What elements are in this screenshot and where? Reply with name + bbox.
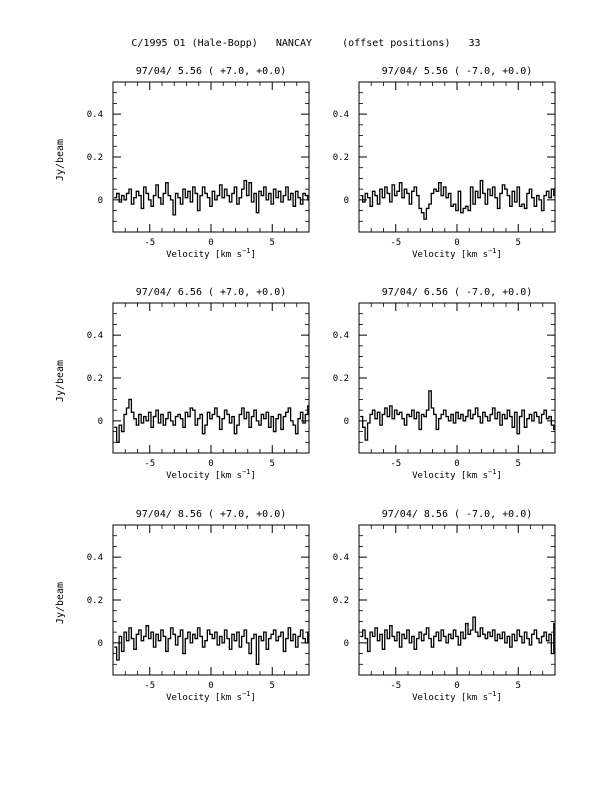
x-axis-label: Velocity [km s−1] (166, 690, 256, 703)
x-tick-label: -5 (390, 681, 401, 691)
x-axis-label: Velocity [km s−1] (412, 247, 502, 260)
y-tick-label: 0.4 (333, 331, 349, 341)
panel-1: -5 0 5 0 0.2 0.4 97/04/ 5.56 ( +7.0, +0.0) Velo… (55, 66, 310, 260)
panel-title: 97/04/ 6.56 ( -7.0, +0.0) (382, 287, 533, 298)
plot-frame (112, 302, 310, 454)
panel-2: -5 0 5 0 0.2 0.4 97/04/ 5.56 ( -7.0, +0.0) Velo… (333, 66, 556, 260)
x-tick-label: 5 (270, 681, 275, 691)
x-axis-label: Velocity [km s−1] (412, 690, 502, 703)
y-tick-label: 0 (344, 417, 349, 427)
panel-4: -5 0 5 0 0.2 0.4 97/04/ 6.56 ( -7.0, +0.0) Velo… (333, 287, 556, 481)
y-tick-label: 0 (98, 417, 103, 427)
y-tick-label: 0 (344, 639, 349, 649)
x-tick-label: -5 (390, 459, 401, 469)
panel-5: -5 0 5 0 0.2 0.4 97/04/ 8.56 ( +7.0, +0.0) Velo… (55, 509, 310, 703)
panel-title: 97/04/ 5.56 ( -7.0, +0.0) (382, 66, 533, 77)
y-tick-label: 0.4 (333, 553, 349, 563)
y-tick-label: 0.2 (87, 374, 103, 384)
plot-frame (358, 302, 556, 454)
y-tick-label: 0.4 (333, 110, 349, 120)
y-axis-label: Jy/beam (55, 582, 66, 624)
panel-title: 97/04/ 8.56 ( +7.0, +0.0) (136, 509, 287, 520)
spectrum-line (360, 390, 555, 441)
x-tick-label: -5 (144, 238, 155, 248)
plot-frame (112, 524, 310, 676)
x-tick-label: -5 (144, 681, 155, 691)
x-tick-label: 5 (516, 459, 521, 469)
x-tick-label: 0 (208, 238, 213, 248)
y-tick-label: 0.2 (87, 153, 103, 163)
y-axis-label: Jy/beam (55, 139, 66, 181)
page-title: C/1995 O1 (Hale-Bopp) NANCAY (offset pos… (131, 38, 481, 49)
x-tick-label: 0 (454, 459, 459, 469)
y-tick-label: 0 (98, 196, 103, 206)
plot-frame (358, 524, 556, 676)
panel-title: 97/04/ 8.56 ( -7.0, +0.0) (382, 509, 533, 520)
x-tick-label: 0 (208, 681, 213, 691)
panel-title: 97/04/ 5.56 ( +7.0, +0.0) (136, 66, 287, 77)
y-tick-label: 0.2 (87, 596, 103, 606)
x-tick-label: -5 (144, 459, 155, 469)
x-tick-label: -5 (390, 238, 401, 248)
spectrum-line (114, 398, 309, 443)
spectrum-line (360, 616, 555, 655)
x-tick-label: 5 (270, 238, 275, 248)
y-tick-label: 0.4 (87, 331, 103, 341)
x-tick-label: 5 (270, 459, 275, 469)
y-tick-label: 0.4 (87, 110, 103, 120)
x-tick-label: 0 (208, 459, 213, 469)
y-tick-label: 0 (98, 639, 103, 649)
panel-title: 97/04/ 6.56 ( +7.0, +0.0) (136, 287, 287, 298)
y-axis-label: Jy/beam (55, 360, 66, 402)
y-tick-label: 0.2 (333, 374, 349, 384)
plot-frame (112, 81, 310, 233)
panel-3: -5 0 5 0 0.2 0.4 97/04/ 6.56 ( +7.0, +0.0) Velo… (55, 287, 310, 481)
y-tick-label: 0.4 (87, 553, 103, 563)
x-tick-label: 5 (516, 681, 521, 691)
panel-6: -5 0 5 0 0.2 0.4 97/04/ 8.56 ( -7.0, +0.0) Velo… (333, 509, 556, 703)
spectrum-line (114, 179, 309, 216)
x-tick-label: 0 (454, 681, 459, 691)
x-axis-label: Velocity [km s−1] (412, 468, 502, 481)
y-tick-label: 0 (344, 196, 349, 206)
x-tick-label: 5 (516, 238, 521, 248)
spectrum-line (114, 625, 309, 665)
plot-frame (358, 81, 556, 233)
spectrum-line (360, 179, 555, 220)
y-tick-label: 0.2 (333, 596, 349, 606)
x-tick-label: 0 (454, 238, 459, 248)
x-axis-label: Velocity [km s−1] (166, 247, 256, 260)
y-tick-label: 0.2 (333, 153, 349, 163)
x-axis-label: Velocity [km s−1] (166, 468, 256, 481)
